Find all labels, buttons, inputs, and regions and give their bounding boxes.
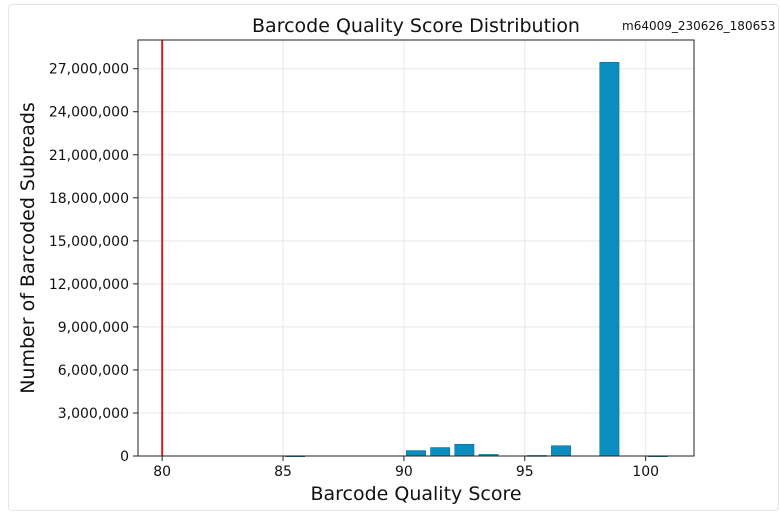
chart-subtitle: m64009_230626_180653 <box>622 19 775 33</box>
y-tick-label: 21,000,000 <box>49 148 129 164</box>
plot-border <box>137 39 695 457</box>
chart-frame <box>8 4 779 511</box>
x-axis-ticks: 80 85 90 95 100 <box>153 456 659 480</box>
bar <box>430 447 451 457</box>
y-tick-label: 3,000,000 <box>58 406 129 422</box>
x-tick-label: 100 <box>632 464 659 480</box>
x-tick-label: 90 <box>395 464 413 480</box>
x-tick-label: 95 <box>516 464 534 480</box>
bar <box>406 450 426 457</box>
bar <box>454 443 475 457</box>
y-tick-label: 9,000,000 <box>58 320 129 336</box>
bars <box>285 61 668 457</box>
y-tick-label: 15,000,000 <box>49 234 129 250</box>
bar <box>599 61 620 457</box>
y-tick-label: 0 <box>120 449 129 465</box>
y-tick-label: 18,000,000 <box>49 191 129 207</box>
y-tick-label: 27,000,000 <box>49 62 129 78</box>
y-tick-label: 6,000,000 <box>58 363 129 379</box>
x-tick-label: 85 <box>274 464 292 480</box>
y-tick-label: 24,000,000 <box>49 105 129 121</box>
x-axis-label: Barcode Quality Score <box>310 483 521 505</box>
y-axis-label: Number of Barcoded Subreads <box>17 102 39 394</box>
bar <box>551 445 571 457</box>
y-axis-ticks: 0 3,000,000 6,000,000 9,000,000 12,000,000 15… <box>49 62 138 465</box>
y-tick-label: 12,000,000 <box>49 277 129 293</box>
chart-title: Barcode Quality Score Distribution <box>252 15 580 37</box>
x-tick-label: 80 <box>153 464 171 480</box>
